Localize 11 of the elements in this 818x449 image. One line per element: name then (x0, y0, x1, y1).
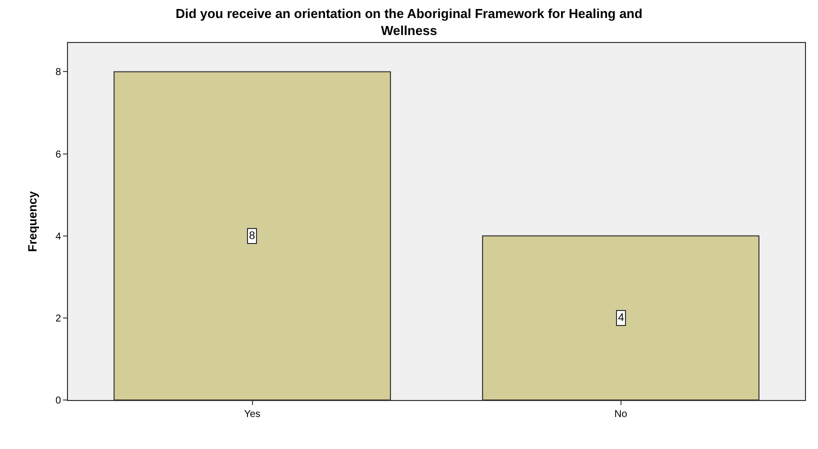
data-label: 8 (249, 230, 256, 242)
data-label: 4 (618, 312, 624, 324)
x-tick-label: Yes (244, 409, 260, 420)
y-tick-label: 0 (55, 396, 62, 406)
y-tick-label: 4 (55, 231, 62, 242)
y-axis-title: Frequency (26, 190, 40, 252)
x-tick-label: No (614, 409, 628, 420)
chart-title: Did you receive an orientation on the Aboriginal Framework for Healing and Wellness (176, 6, 642, 38)
y-tick-label: 6 (55, 149, 62, 160)
y-tick-label: 8 (55, 67, 62, 78)
y-tick-label: 2 (55, 313, 62, 324)
